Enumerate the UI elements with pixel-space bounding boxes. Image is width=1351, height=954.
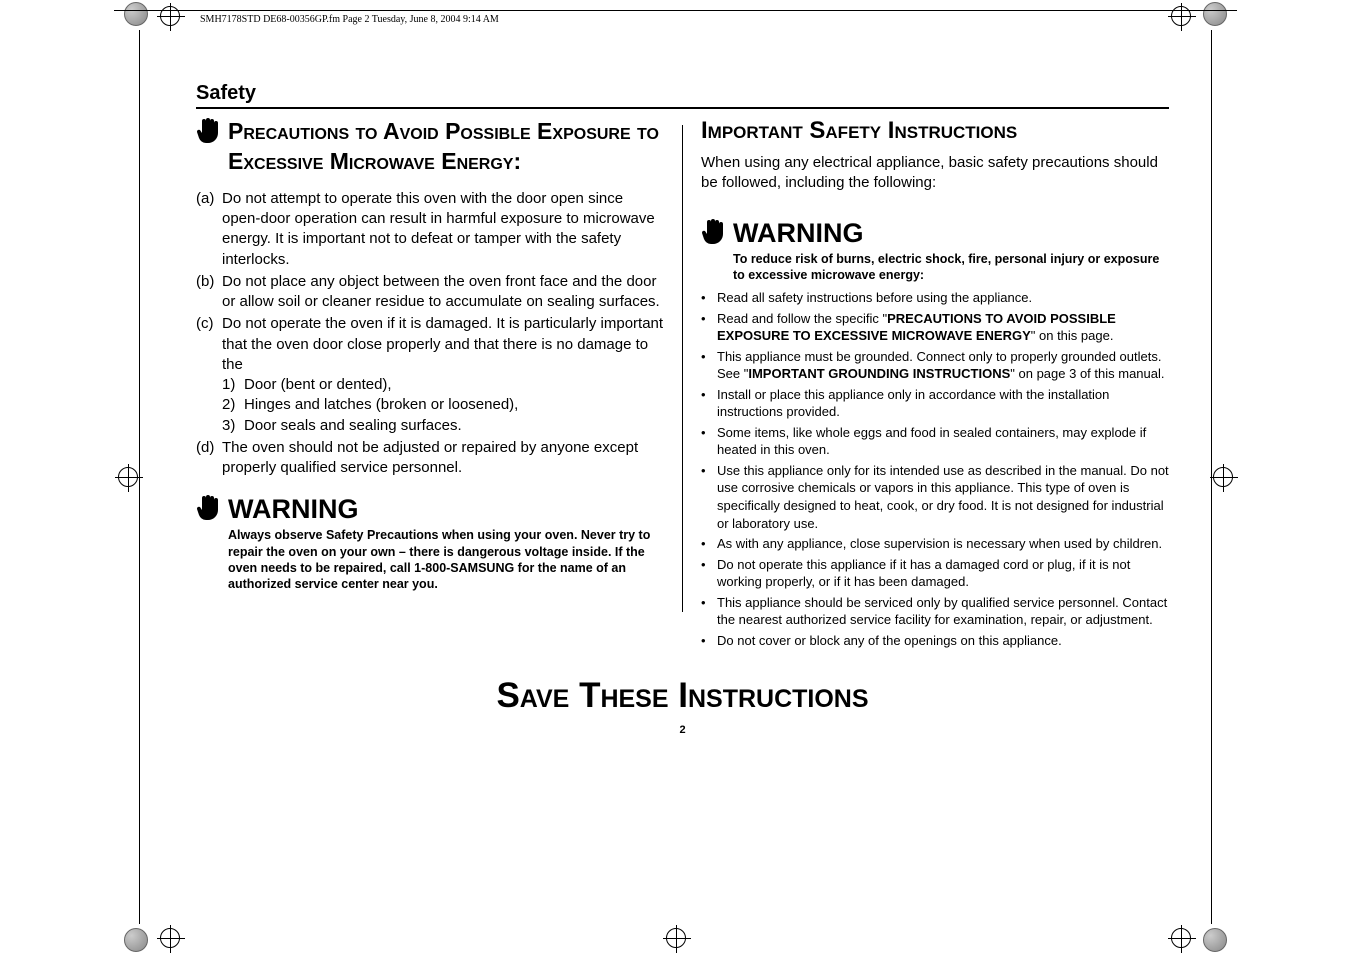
left-warning-block: WARNING Always observe Safety Precaution… xyxy=(196,494,664,592)
right-column: Important Safety Instructions When using… xyxy=(701,117,1169,652)
corner-circle-br xyxy=(1203,928,1227,952)
registration-mark xyxy=(1171,928,1191,948)
list-marker: (c) xyxy=(196,314,222,436)
registration-mark xyxy=(160,6,180,26)
precaution-c-sublist: 1)Door (bent or dented), 2)Hinges and la… xyxy=(222,375,664,436)
bullet-item: •Read and follow the specific "PRECAUTIO… xyxy=(701,310,1169,345)
right-margin-line xyxy=(1211,30,1212,924)
registration-mark xyxy=(118,467,138,487)
registration-mark xyxy=(1213,467,1233,487)
hand-icon xyxy=(196,117,222,149)
page-content: Safety Precautions to Avoid Possible Exp… xyxy=(196,82,1169,919)
hand-icon xyxy=(701,218,727,250)
list-text: Do not attempt to operate this oven with… xyxy=(222,189,664,270)
warning-label: WARNING xyxy=(228,494,664,525)
list-marker: (b) xyxy=(196,272,222,313)
right-warning-block: WARNING To reduce risk of burns, electri… xyxy=(701,218,1169,284)
header-filepath: SMH7178STD DE68-00356GP.fm Page 2 Tuesda… xyxy=(200,14,499,25)
precautions-list: (a) Do not attempt to operate this oven … xyxy=(196,189,664,479)
warning-subtitle: To reduce risk of burns, electric shock,… xyxy=(733,251,1169,284)
column-divider xyxy=(682,125,683,612)
hand-icon xyxy=(196,494,222,526)
list-text: Do not operate the oven if it is damaged… xyxy=(222,314,664,436)
bullet-item: •Install or place this appliance only in… xyxy=(701,386,1169,421)
bullet-item: •Do not cover or block any of the openin… xyxy=(701,632,1169,650)
precautions-heading-row: Precautions to Avoid Possible Exposure t… xyxy=(196,117,664,177)
list-text: Do not place any object between the oven… xyxy=(222,272,664,313)
bullet-item: •Some items, like whole eggs and food in… xyxy=(701,424,1169,459)
list-text: The oven should not be adjusted or repai… xyxy=(222,438,664,479)
corner-circle-tl xyxy=(124,2,148,26)
bullet-item: •As with any appliance, close supervisio… xyxy=(701,535,1169,553)
save-instructions: Save These Instructions xyxy=(196,676,1169,716)
two-column-layout: Precautions to Avoid Possible Exposure t… xyxy=(196,117,1169,652)
warning-text: Always observe Safety Precautions when u… xyxy=(228,527,664,592)
section-title: Safety xyxy=(196,82,1169,109)
safety-bullet-list: •Read all safety instructions before usi… xyxy=(701,289,1169,649)
precaution-item-a: (a) Do not attempt to operate this oven … xyxy=(196,189,664,270)
precaution-item-c: (c) Do not operate the oven if it is dam… xyxy=(196,314,664,436)
list-marker: (a) xyxy=(196,189,222,270)
corner-circle-bl xyxy=(124,928,148,952)
page-number: 2 xyxy=(196,724,1169,736)
important-safety-heading: Important Safety Instructions xyxy=(701,117,1169,145)
list-marker: (d) xyxy=(196,438,222,479)
bullet-item: •Use this appliance only for its intende… xyxy=(701,462,1169,532)
corner-circle-tr xyxy=(1203,2,1227,26)
bullet-item: •Read all safety instructions before usi… xyxy=(701,289,1169,307)
registration-mark xyxy=(666,928,686,948)
safety-intro: When using any electrical appliance, bas… xyxy=(701,153,1169,194)
bullet-item: •This appliance should be serviced only … xyxy=(701,594,1169,629)
left-margin-line xyxy=(139,30,140,924)
sub-item: 3)Door seals and sealing surfaces. xyxy=(222,416,664,436)
registration-mark xyxy=(160,928,180,948)
precaution-item-d: (d) The oven should not be adjusted or r… xyxy=(196,438,664,479)
bullet-item: •Do not operate this appliance if it has… xyxy=(701,556,1169,591)
header-rule xyxy=(114,10,1237,11)
warning-label: WARNING xyxy=(733,218,1169,249)
left-column: Precautions to Avoid Possible Exposure t… xyxy=(196,117,664,652)
precaution-item-b: (b) Do not place any object between the … xyxy=(196,272,664,313)
sub-item: 1)Door (bent or dented), xyxy=(222,375,664,395)
sub-item: 2)Hinges and latches (broken or loosened… xyxy=(222,395,664,415)
precautions-heading: Precautions to Avoid Possible Exposure t… xyxy=(228,117,664,177)
registration-mark xyxy=(1171,6,1191,26)
bullet-item: •This appliance must be grounded. Connec… xyxy=(701,348,1169,383)
